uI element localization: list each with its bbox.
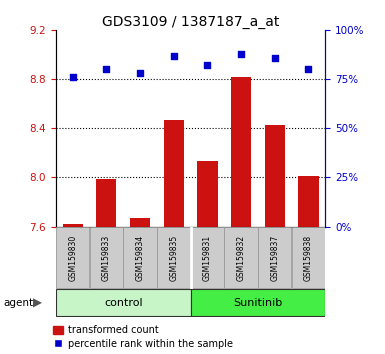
FancyBboxPatch shape xyxy=(56,289,191,316)
Bar xyxy=(62,224,83,227)
Bar xyxy=(298,176,318,227)
FancyBboxPatch shape xyxy=(191,289,325,316)
Text: Sunitinib: Sunitinib xyxy=(233,298,283,308)
Text: ▶: ▶ xyxy=(33,296,42,309)
Point xyxy=(272,55,278,61)
Point xyxy=(70,74,76,80)
FancyBboxPatch shape xyxy=(56,227,89,288)
FancyBboxPatch shape xyxy=(292,227,325,288)
Point xyxy=(103,67,109,72)
Point xyxy=(171,53,177,58)
Text: GSM159837: GSM159837 xyxy=(270,234,279,281)
Bar xyxy=(164,120,184,227)
Text: GSM159831: GSM159831 xyxy=(203,234,212,281)
FancyBboxPatch shape xyxy=(258,227,291,288)
Point xyxy=(204,63,211,68)
Point xyxy=(238,51,244,57)
FancyBboxPatch shape xyxy=(157,227,191,288)
FancyBboxPatch shape xyxy=(123,227,157,288)
Text: GSM159835: GSM159835 xyxy=(169,234,178,281)
Text: GSM159834: GSM159834 xyxy=(136,234,144,281)
Text: GSM159838: GSM159838 xyxy=(304,234,313,281)
Legend: transformed count, percentile rank within the sample: transformed count, percentile rank withi… xyxy=(53,325,233,349)
Bar xyxy=(265,125,285,227)
Text: control: control xyxy=(104,298,142,308)
Bar xyxy=(130,218,150,227)
Title: GDS3109 / 1387187_a_at: GDS3109 / 1387187_a_at xyxy=(102,15,279,29)
Bar xyxy=(197,161,218,227)
Point xyxy=(305,67,311,72)
Point xyxy=(137,70,143,76)
Text: agent: agent xyxy=(4,298,34,308)
Text: GSM159833: GSM159833 xyxy=(102,234,111,281)
FancyBboxPatch shape xyxy=(90,227,123,288)
Text: GSM159830: GSM159830 xyxy=(68,234,77,281)
Bar xyxy=(231,77,251,227)
FancyBboxPatch shape xyxy=(224,227,258,288)
Text: GSM159832: GSM159832 xyxy=(237,234,246,281)
Bar xyxy=(96,179,116,227)
FancyBboxPatch shape xyxy=(191,227,224,288)
